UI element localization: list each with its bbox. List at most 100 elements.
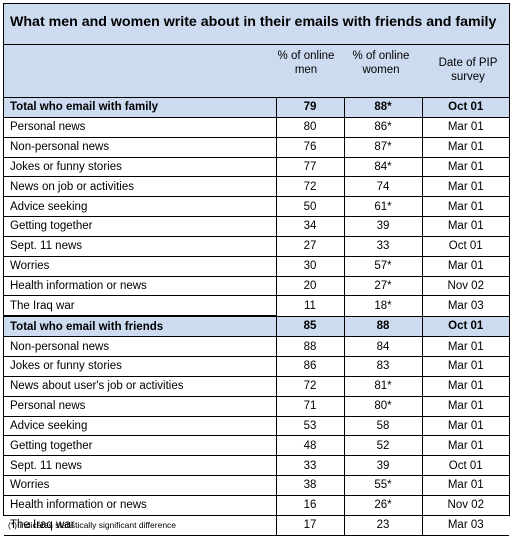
survey-date-cell: Mar 01 <box>421 435 509 457</box>
men-percent-cell: 71 <box>275 395 345 417</box>
total-row: Total who email with friends 85 88 Oct 01 <box>4 315 509 338</box>
table-row: Getting together 48 52 Mar 01 <box>4 435 509 457</box>
row-label: Advice seeking <box>4 196 277 218</box>
survey-date-cell: Oct 01 <box>421 315 509 338</box>
table-row: Advice seeking 50 61* Mar 01 <box>4 196 509 218</box>
table-row: Personal news 80 86* Mar 01 <box>4 116 509 138</box>
women-percent-cell: 52 <box>343 435 423 457</box>
survey-date-cell: Mar 01 <box>421 375 509 397</box>
table-row: Worries 38 55* Mar 01 <box>4 475 509 496</box>
row-label: Getting together <box>4 435 277 457</box>
survey-date-cell: Oct 01 <box>421 235 509 257</box>
data-table: Total who email with family 79 88* Oct 01 Pe… <box>4 97 509 536</box>
row-label: News on job or activities <box>4 176 277 198</box>
table-row: The Iraq war 17 23 Mar 03 <box>4 514 509 536</box>
footnote: (*) indicates statistically significant … <box>8 520 177 530</box>
row-label: Worries <box>4 475 277 496</box>
column-header-date: Date of PIP survey <box>438 57 498 83</box>
survey-date-cell: Nov 02 <box>421 494 509 516</box>
row-label: Health information or news <box>4 275 277 297</box>
table-title: What men and women write about in their … <box>4 4 509 45</box>
men-percent-cell: 17 <box>275 514 345 536</box>
row-label: Jokes or funny stories <box>4 355 277 377</box>
table-row: Personal news 71 80* Mar 01 <box>4 395 509 417</box>
row-label: Advice seeking <box>4 415 277 437</box>
women-percent-cell: 88 <box>343 315 423 338</box>
men-percent-cell: 85 <box>275 315 345 338</box>
table-row: Sept. 11 news 33 39 Oct 01 <box>4 455 509 477</box>
women-percent-cell: 33 <box>343 235 423 257</box>
men-percent-cell: 79 <box>275 97 345 118</box>
row-label: Total who email with family <box>4 97 277 118</box>
table-row: Advice seeking 53 58 Mar 01 <box>4 415 509 437</box>
men-percent-cell: 72 <box>275 176 345 198</box>
men-percent-cell: 48 <box>275 435 345 457</box>
row-label: Sept. 11 news <box>4 235 277 257</box>
table-row: Non-personal news 76 87* Mar 01 <box>4 136 509 158</box>
survey-date-cell: Mar 01 <box>421 415 509 437</box>
table-row: Health information or news 16 26* Nov 02 <box>4 494 509 516</box>
men-percent-cell: 76 <box>275 136 345 158</box>
women-percent-cell: 55* <box>343 475 423 496</box>
table-row: Sept. 11 news 27 33 Oct 01 <box>4 235 509 257</box>
women-percent-cell: 80* <box>343 395 423 417</box>
men-percent-cell: 38 <box>275 475 345 496</box>
survey-date-cell: Mar 01 <box>421 255 509 277</box>
women-percent-cell: 88* <box>343 97 423 118</box>
table-row: Getting together 34 39 Mar 01 <box>4 216 509 237</box>
column-header-row: % of online men % of online women Date o… <box>4 45 509 97</box>
men-percent-cell: 30 <box>275 255 345 277</box>
survey-date-cell: Mar 01 <box>421 475 509 496</box>
row-label: Health information or news <box>4 494 277 516</box>
survey-date-cell: Mar 01 <box>421 336 509 357</box>
women-percent-cell: 39 <box>343 216 423 237</box>
survey-date-cell: Oct 01 <box>421 97 509 118</box>
women-percent-cell: 84* <box>343 156 423 178</box>
women-percent-cell: 87* <box>343 136 423 158</box>
row-label: The Iraq war <box>4 295 277 317</box>
table-row: The Iraq war 11 18* Mar 03 <box>4 295 509 317</box>
women-percent-cell: 27* <box>343 275 423 297</box>
data-table-frame: What men and women write about in their … <box>3 3 510 536</box>
women-percent-cell: 84 <box>343 336 423 357</box>
men-percent-cell: 16 <box>275 494 345 516</box>
row-label: Jokes or funny stories <box>4 156 277 178</box>
men-percent-cell: 88 <box>275 336 345 357</box>
column-header-women: % of online women <box>352 50 410 76</box>
women-percent-cell: 58 <box>343 415 423 437</box>
row-label: Non-personal news <box>4 136 277 158</box>
women-percent-cell: 74 <box>343 176 423 198</box>
men-percent-cell: 20 <box>275 275 345 297</box>
survey-date-cell: Mar 01 <box>421 176 509 198</box>
survey-date-cell: Nov 02 <box>421 275 509 297</box>
men-percent-cell: 34 <box>275 216 345 237</box>
row-label: Personal news <box>4 395 277 417</box>
women-percent-cell: 18* <box>343 295 423 317</box>
row-label: Non-personal news <box>4 336 277 357</box>
table-row: Jokes or funny stories 86 83 Mar 01 <box>4 355 509 377</box>
men-percent-cell: 50 <box>275 196 345 218</box>
women-percent-cell: 57* <box>343 255 423 277</box>
survey-date-cell: Oct 01 <box>421 455 509 477</box>
row-label: The Iraq war <box>4 514 277 536</box>
survey-date-cell: Mar 01 <box>421 136 509 158</box>
total-row: Total who email with family 79 88* Oct 01 <box>4 97 509 118</box>
table-row: Worries 30 57* Mar 01 <box>4 255 509 277</box>
survey-date-cell: Mar 01 <box>421 216 509 237</box>
table-row: Jokes or funny stories 77 84* Mar 01 <box>4 156 509 178</box>
men-percent-cell: 27 <box>275 235 345 257</box>
men-percent-cell: 72 <box>275 375 345 397</box>
survey-date-cell: Mar 01 <box>421 395 509 417</box>
row-label: Getting together <box>4 216 277 237</box>
men-percent-cell: 86 <box>275 355 345 377</box>
survey-date-cell: Mar 01 <box>421 116 509 138</box>
row-label: News about user's job or activities <box>4 375 277 397</box>
table-row: Non-personal news 88 84 Mar 01 <box>4 336 509 357</box>
women-percent-cell: 23 <box>343 514 423 536</box>
women-percent-cell: 39 <box>343 455 423 477</box>
men-percent-cell: 77 <box>275 156 345 178</box>
table-row: Health information or news 20 27* Nov 02 <box>4 275 509 297</box>
row-label: Personal news <box>4 116 277 138</box>
survey-date-cell: Mar 03 <box>421 295 509 317</box>
survey-date-cell: Mar 01 <box>421 355 509 377</box>
